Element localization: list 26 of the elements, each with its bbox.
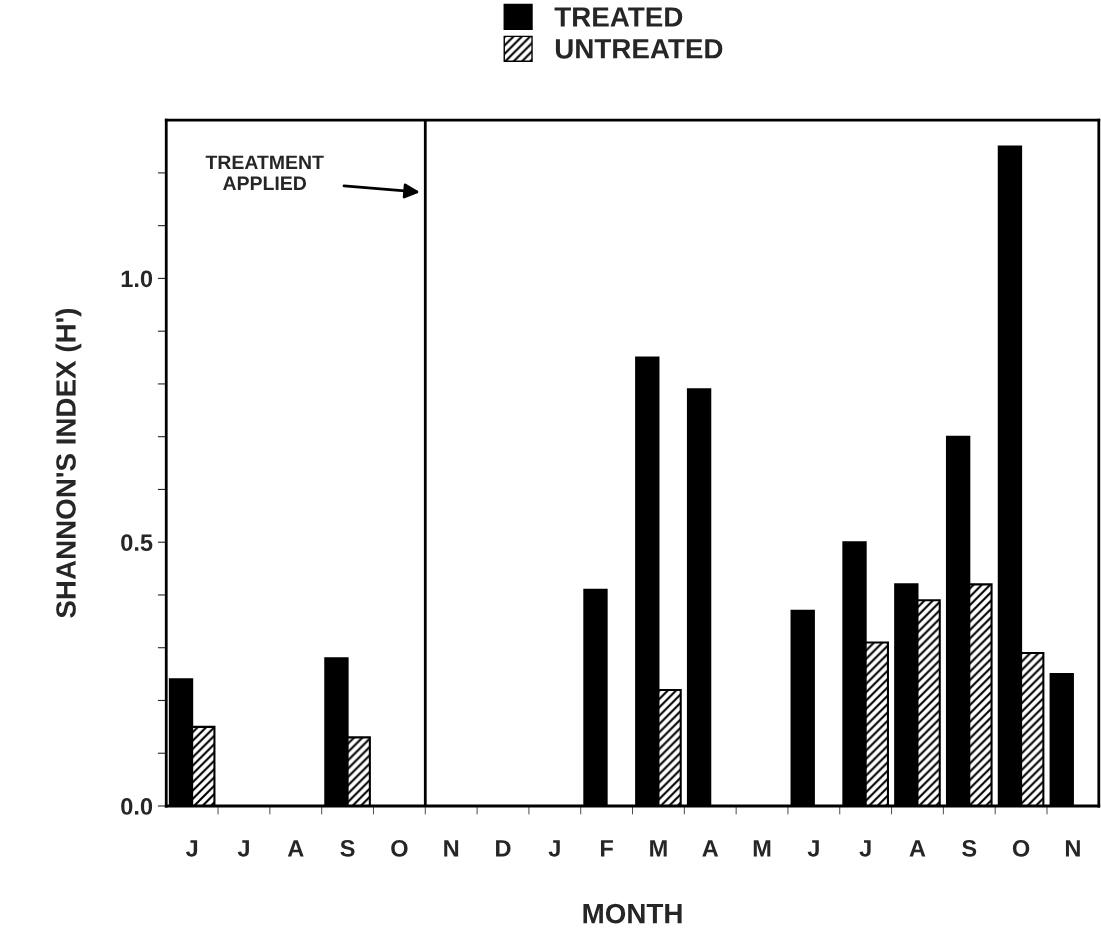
- x-tick-label: A: [287, 840, 304, 857]
- x-tick-label: S: [962, 839, 977, 857]
- x-tick-label: A: [909, 840, 926, 857]
- x-tick-label: J: [859, 840, 871, 857]
- x-tick-label: N: [1065, 840, 1080, 857]
- x-tick-label: D: [496, 840, 511, 857]
- x-tick-label: M: [753, 840, 771, 857]
- legend-label: UNTREATED: [555, 39, 723, 59]
- x-tick-label: J: [807, 840, 819, 857]
- x-tick-label: S: [340, 839, 355, 857]
- x-tick-label: F: [600, 840, 613, 857]
- x-tick-label: O: [391, 839, 408, 857]
- annotation: TREATMENT APPLIED: [205, 155, 324, 190]
- y-tick-label: 0.5: [121, 534, 153, 551]
- y-axis-title: SHANNON'S INDEX (H'): [55, 308, 82, 618]
- x-axis-title: MONTH: [583, 903, 682, 924]
- x-tick-label: M: [650, 840, 667, 857]
- legend-label: TREATED: [554, 7, 683, 27]
- x-tick-label: J: [237, 840, 249, 857]
- x-tick-label: N: [444, 840, 459, 857]
- x-tick-label: O: [1012, 839, 1030, 857]
- x-tick-label: A: [702, 840, 719, 857]
- y-tick-label: 1.0: [121, 270, 153, 288]
- x-tick-label: J: [185, 840, 198, 857]
- y-tick-label: 0.0: [121, 798, 153, 815]
- x-tick-label: J: [548, 840, 560, 857]
